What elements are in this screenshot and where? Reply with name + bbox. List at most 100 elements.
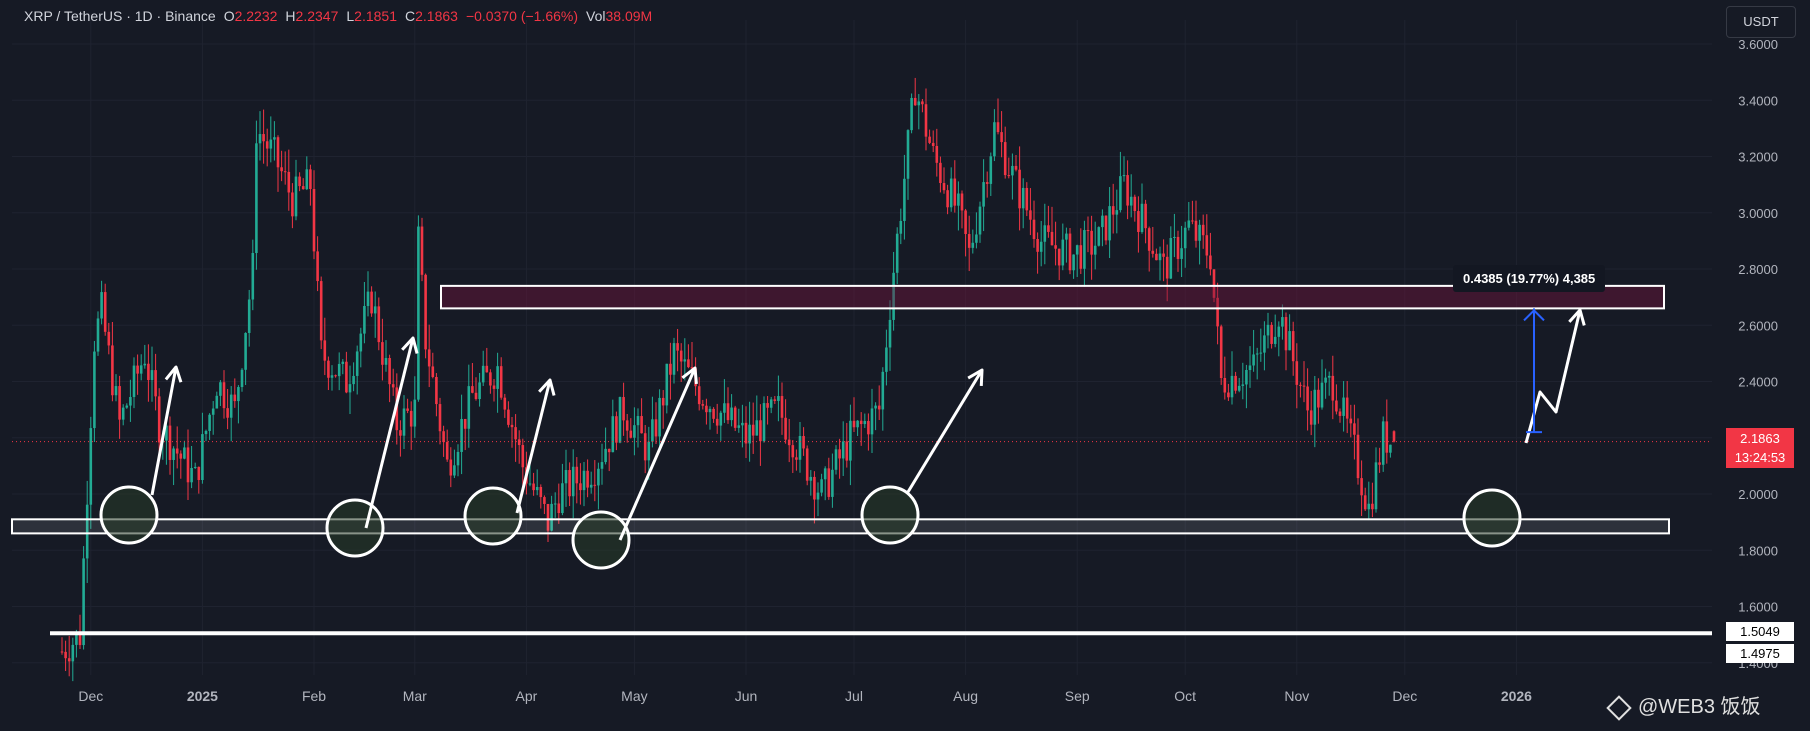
candle-body bbox=[190, 467, 193, 483]
candle-body bbox=[816, 492, 820, 500]
candle-body bbox=[1277, 326, 1281, 337]
candle-body bbox=[366, 291, 370, 306]
candle-body bbox=[647, 441, 651, 461]
candle-body bbox=[237, 387, 240, 402]
candle-body bbox=[1187, 220, 1191, 228]
candle-body bbox=[186, 447, 190, 483]
candle-body bbox=[985, 182, 989, 184]
candle-body bbox=[111, 345, 114, 396]
candle-body bbox=[791, 445, 795, 458]
bounce-circle bbox=[1462, 488, 1522, 548]
symbol-title[interactable]: XRP / TetherUS · 1D · Binance bbox=[24, 8, 216, 24]
up-arrow-icon bbox=[618, 366, 698, 541]
candle-body bbox=[449, 459, 453, 476]
candle-body bbox=[251, 253, 255, 300]
candle-body bbox=[856, 420, 859, 428]
candle-body bbox=[1259, 352, 1263, 354]
candle-body bbox=[982, 182, 985, 207]
candle-body bbox=[247, 299, 251, 333]
candle-body bbox=[309, 169, 312, 189]
candle-body bbox=[1219, 326, 1223, 379]
candle-body bbox=[255, 143, 258, 254]
candle-body bbox=[719, 412, 723, 426]
candle-body bbox=[157, 396, 161, 443]
price-range-measure-label: 0.4385 (19.77%) 4,385 bbox=[1453, 265, 1606, 292]
candle-body bbox=[892, 272, 895, 320]
candle-body bbox=[71, 644, 75, 662]
candle-body bbox=[1011, 165, 1014, 176]
candle-body bbox=[337, 363, 341, 377]
candle-body bbox=[802, 436, 805, 449]
candle-body bbox=[103, 292, 107, 332]
bar-countdown: 13:24:53 bbox=[1726, 448, 1794, 468]
candle-body bbox=[834, 449, 838, 470]
candle-body bbox=[208, 414, 211, 431]
candle-body bbox=[143, 363, 147, 366]
candle-body bbox=[849, 420, 852, 461]
arrow-head bbox=[401, 336, 419, 354]
candle-body bbox=[805, 448, 809, 481]
candle-body bbox=[1176, 236, 1180, 259]
candle-body bbox=[651, 419, 654, 442]
time-axis-label: May bbox=[621, 688, 647, 704]
price-axis-label: 2.6000 bbox=[1738, 318, 1778, 333]
candle-body bbox=[978, 206, 982, 235]
candle-body bbox=[355, 351, 359, 376]
candle-body bbox=[1263, 335, 1266, 353]
price-axis-label: 2.4000 bbox=[1738, 375, 1778, 390]
candle-body bbox=[1169, 238, 1173, 279]
candle-body bbox=[661, 397, 665, 406]
candle-body bbox=[399, 430, 402, 436]
candle-body bbox=[931, 142, 935, 146]
candle-body bbox=[1335, 400, 1338, 412]
candle-body bbox=[1061, 239, 1065, 266]
candle-body bbox=[283, 171, 287, 173]
watermark: @WEB3 饭饭 bbox=[1606, 690, 1761, 721]
arrow-head bbox=[967, 368, 984, 387]
candle-body bbox=[946, 190, 949, 208]
price-axis-label: 2.0000 bbox=[1738, 487, 1778, 502]
candle-body bbox=[211, 408, 215, 415]
candle-body bbox=[244, 332, 247, 370]
candle-body bbox=[1345, 397, 1349, 419]
candle-body bbox=[132, 365, 136, 398]
candle-body bbox=[1137, 211, 1140, 232]
candle-body bbox=[859, 420, 863, 425]
candle-body bbox=[453, 465, 456, 476]
candle-body bbox=[665, 363, 669, 406]
bounce-circle bbox=[571, 510, 631, 570]
candle-body bbox=[1360, 478, 1363, 496]
time-axis-label: Jul bbox=[845, 688, 863, 704]
candle-body bbox=[1165, 256, 1169, 279]
candle-body bbox=[1032, 219, 1036, 239]
candle-body bbox=[838, 449, 841, 459]
candle-body bbox=[823, 468, 827, 480]
candle-body bbox=[910, 97, 913, 131]
candle-body bbox=[165, 425, 168, 441]
candle-body bbox=[424, 274, 427, 350]
candle-body bbox=[287, 171, 291, 193]
candle-body bbox=[658, 397, 661, 437]
drawing-layer bbox=[11, 284, 1712, 636]
currency-button[interactable]: USDT bbox=[1726, 6, 1796, 38]
candle-body bbox=[445, 442, 449, 460]
price-axis[interactable]: 1.40001.60001.80002.00002.20002.40002.60… bbox=[1738, 37, 1778, 671]
candle-body bbox=[964, 210, 967, 235]
candle-body bbox=[294, 176, 298, 217]
candle-body bbox=[179, 453, 183, 459]
candle-body bbox=[1000, 132, 1003, 143]
candle-body bbox=[881, 371, 885, 410]
candle-body bbox=[1147, 228, 1151, 251]
low-label: L bbox=[346, 8, 355, 24]
candle-body bbox=[1327, 375, 1331, 378]
price-axis-label: 2.8000 bbox=[1738, 262, 1778, 277]
measure-arrow-icon bbox=[1523, 308, 1545, 322]
candle-body bbox=[1018, 169, 1021, 209]
candle-body bbox=[316, 251, 319, 282]
candle-body bbox=[201, 434, 204, 480]
candle-body bbox=[1119, 176, 1122, 211]
high-label: H bbox=[285, 8, 296, 24]
candle-body bbox=[1115, 210, 1119, 215]
time-axis[interactable]: Dec 2025 Feb Mar Apr May Jun Jul Aug Sep Oct Nov Dec… bbox=[78, 688, 1532, 704]
